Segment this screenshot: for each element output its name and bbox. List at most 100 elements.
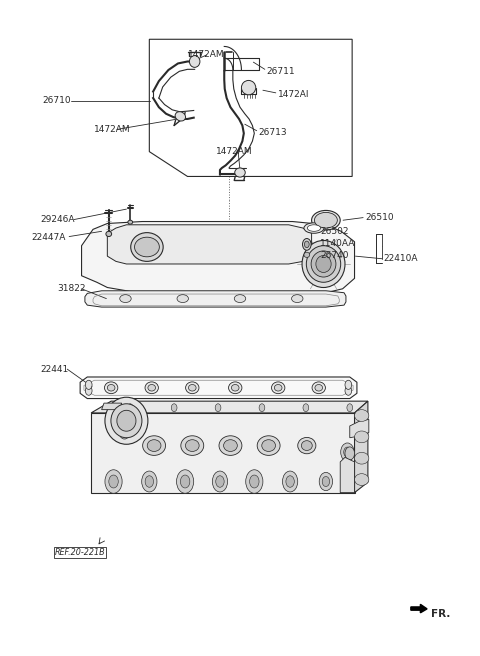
Polygon shape: [108, 225, 312, 264]
Text: 22410A: 22410A: [383, 255, 418, 263]
Ellipse shape: [314, 213, 337, 228]
Ellipse shape: [315, 384, 323, 391]
Polygon shape: [411, 604, 427, 613]
Ellipse shape: [234, 295, 246, 302]
Text: 29246A: 29246A: [40, 215, 75, 224]
Circle shape: [345, 447, 355, 460]
Circle shape: [345, 473, 355, 486]
Ellipse shape: [355, 409, 369, 421]
Circle shape: [345, 380, 352, 390]
Ellipse shape: [228, 382, 242, 394]
Text: 26713: 26713: [258, 127, 287, 136]
Ellipse shape: [147, 440, 161, 451]
Text: 22441: 22441: [40, 365, 69, 374]
Text: 1140AA: 1140AA: [320, 239, 356, 248]
Ellipse shape: [257, 436, 280, 455]
Polygon shape: [82, 222, 355, 293]
Circle shape: [216, 476, 224, 487]
Circle shape: [246, 470, 263, 493]
Circle shape: [341, 443, 354, 461]
Circle shape: [347, 404, 353, 411]
Text: 26711: 26711: [266, 67, 295, 76]
Circle shape: [303, 404, 309, 411]
Circle shape: [142, 471, 157, 492]
Ellipse shape: [117, 410, 136, 431]
Text: 26740: 26740: [320, 251, 348, 260]
Ellipse shape: [131, 233, 163, 261]
Circle shape: [344, 447, 351, 457]
Circle shape: [319, 472, 333, 491]
Ellipse shape: [302, 241, 345, 287]
Ellipse shape: [291, 295, 303, 302]
Circle shape: [177, 470, 194, 493]
Text: 1472AI: 1472AI: [278, 91, 310, 99]
Circle shape: [105, 470, 122, 493]
Polygon shape: [350, 419, 369, 438]
Circle shape: [345, 386, 352, 396]
Ellipse shape: [307, 225, 321, 232]
Ellipse shape: [219, 436, 242, 455]
Text: 26510: 26510: [365, 213, 394, 222]
Ellipse shape: [105, 382, 118, 394]
Text: FR.: FR.: [431, 609, 450, 619]
Ellipse shape: [111, 404, 142, 438]
Ellipse shape: [105, 398, 148, 444]
Polygon shape: [91, 413, 355, 493]
Ellipse shape: [145, 382, 158, 394]
Text: 26502: 26502: [320, 228, 348, 236]
Text: REF.20-221B: REF.20-221B: [55, 548, 106, 557]
Circle shape: [322, 476, 330, 487]
Circle shape: [180, 475, 190, 488]
Circle shape: [127, 404, 133, 411]
Ellipse shape: [224, 440, 237, 451]
Ellipse shape: [175, 112, 186, 121]
Text: 1472AM: 1472AM: [188, 51, 224, 60]
Ellipse shape: [134, 237, 159, 256]
Circle shape: [286, 476, 294, 487]
Polygon shape: [340, 457, 355, 493]
Text: 1472AM: 1472AM: [95, 125, 131, 134]
Ellipse shape: [181, 436, 204, 455]
Ellipse shape: [304, 252, 310, 257]
Circle shape: [109, 475, 118, 488]
Ellipse shape: [185, 440, 199, 451]
Circle shape: [282, 471, 298, 492]
Ellipse shape: [128, 220, 132, 224]
Ellipse shape: [177, 295, 189, 302]
Ellipse shape: [231, 384, 239, 391]
Ellipse shape: [108, 384, 115, 391]
Circle shape: [250, 475, 259, 488]
Ellipse shape: [186, 382, 199, 394]
Text: 1472AM: 1472AM: [216, 147, 253, 156]
Ellipse shape: [190, 56, 200, 68]
Ellipse shape: [316, 255, 331, 272]
Polygon shape: [102, 403, 121, 409]
Ellipse shape: [355, 453, 369, 464]
Ellipse shape: [143, 436, 166, 455]
Ellipse shape: [148, 384, 156, 391]
Ellipse shape: [304, 223, 324, 234]
Polygon shape: [355, 401, 368, 493]
Ellipse shape: [311, 251, 336, 277]
Circle shape: [145, 476, 154, 487]
Ellipse shape: [120, 295, 131, 302]
Ellipse shape: [275, 384, 282, 391]
Ellipse shape: [355, 474, 369, 485]
Ellipse shape: [312, 382, 325, 394]
Circle shape: [85, 386, 92, 396]
Polygon shape: [80, 377, 357, 399]
Circle shape: [215, 404, 221, 411]
Ellipse shape: [241, 81, 256, 95]
Polygon shape: [91, 401, 368, 413]
Ellipse shape: [355, 431, 369, 443]
Circle shape: [171, 404, 177, 411]
Ellipse shape: [312, 211, 340, 230]
Circle shape: [259, 404, 265, 411]
Ellipse shape: [272, 382, 285, 394]
Ellipse shape: [106, 232, 112, 237]
Ellipse shape: [189, 384, 196, 391]
Polygon shape: [85, 291, 346, 307]
Ellipse shape: [301, 441, 312, 451]
Circle shape: [212, 471, 228, 492]
Circle shape: [119, 423, 130, 439]
